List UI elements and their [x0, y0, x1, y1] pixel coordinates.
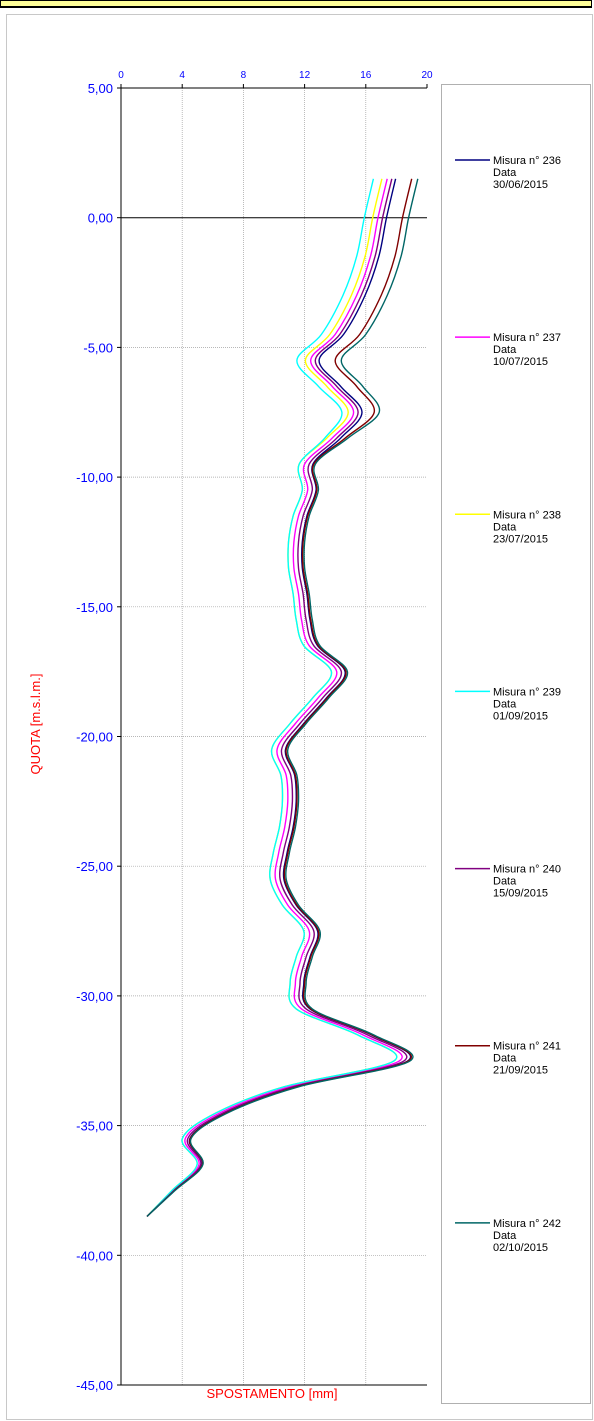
y-tick-label: -45,00	[76, 1378, 113, 1393]
x-tick-label: 0	[118, 70, 124, 81]
x-tick-label: 12	[299, 70, 311, 81]
title-bar	[0, 0, 592, 8]
legend-series-name: Misura n° 240	[493, 864, 561, 876]
legend-date: 15/09/2015	[493, 888, 548, 900]
legend-date-label: Data	[493, 698, 517, 710]
y-tick-label: -20,00	[76, 730, 113, 745]
legend-date: 30/06/2015	[493, 179, 548, 191]
legend-date-label: Data	[493, 1053, 517, 1065]
grid-lines	[121, 88, 427, 1385]
legend-date: 02/10/2015	[493, 1242, 548, 1254]
series-line-7	[146, 178, 419, 1217]
y-tick-labels: 5,00 0,00 -5,00 -10,00 -15,00 -20,00 -25,00 -30…	[76, 81, 113, 1393]
legend-date-label: Data	[493, 521, 517, 533]
series-line-2	[146, 178, 403, 1217]
legend-date-label: Data	[493, 167, 517, 179]
x-tick-labels: 0 4 8 12 16 20	[118, 70, 433, 81]
series-line-5	[146, 178, 408, 1217]
legend	[441, 84, 591, 1404]
legend-series-name: Misura n° 236	[493, 155, 561, 167]
legend-series-name: Misura n° 238	[493, 509, 561, 521]
y-tick-label: -10,00	[76, 470, 113, 485]
legend-date: 23/07/2015	[493, 533, 548, 545]
y-tick-label: -25,00	[76, 859, 113, 874]
y-tick-label: 0,00	[88, 211, 113, 226]
x-tick-label: 16	[360, 70, 372, 81]
x-axis-label: SPOSTAMENTO [mm]	[207, 1386, 338, 1401]
y-tick-label: -35,00	[76, 1119, 113, 1134]
legend-series-name: Misura n° 239	[493, 686, 561, 698]
legend-series-name: Misura n° 241	[493, 1041, 561, 1053]
chart-frame	[6, 14, 593, 1420]
y-tick-label: -40,00	[76, 1248, 113, 1263]
legend-series-name: Misura n° 237	[493, 332, 561, 344]
series-line-4	[146, 178, 398, 1217]
y-tick-label: 5,00	[88, 81, 113, 96]
y-tick-label: -30,00	[76, 989, 113, 1004]
y-tick-label: -5,00	[83, 340, 113, 355]
x-tick-label: 8	[241, 70, 247, 81]
y-axis-label: QUOTA [m.s.l.m.]	[28, 674, 43, 775]
y-tick-label: -15,00	[76, 600, 113, 615]
axes	[117, 84, 428, 1386]
x-tick-label: 4	[179, 70, 185, 81]
legend-date: 10/07/2015	[493, 356, 548, 368]
series-line-1	[146, 178, 412, 1217]
legend-date: 01/09/2015	[493, 710, 548, 722]
legend-date-label: Data	[493, 1230, 517, 1242]
x-tick-label: 20	[421, 70, 433, 81]
legend-date-label: Data	[493, 876, 517, 888]
legend-date: 21/09/2015	[493, 1065, 548, 1077]
legend-date-label: Data	[493, 344, 517, 356]
series-line-6	[146, 178, 413, 1217]
legend-series-name: Misura n° 242	[493, 1218, 561, 1230]
